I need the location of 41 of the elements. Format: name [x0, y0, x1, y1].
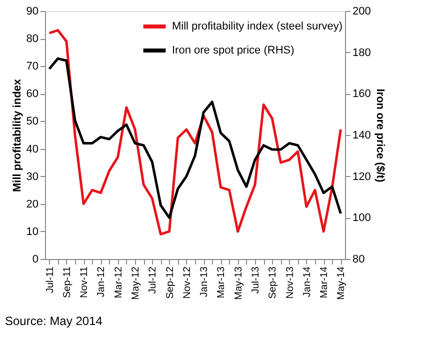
x-tick-label: Nov-11 [79, 266, 90, 298]
legend-label: Iron ore spot price (RHS) [172, 44, 294, 56]
x-tick-label: Jul-12 [148, 266, 159, 294]
y-tick-label: 70 [26, 60, 38, 73]
source-note: Source: May 2014 [5, 314, 103, 328]
y-tick-label: 10 [26, 226, 38, 238]
y-tick-label: 20 [26, 198, 38, 210]
x-tick-label: Jan-12 [96, 266, 108, 298]
line-series [48, 57, 342, 219]
y-tick-label: 80 [26, 33, 38, 46]
y2-tick-label: 100 [352, 212, 371, 224]
x-tick-label: Mar-13 [216, 266, 228, 298]
x-tick-label: Nov-12 [182, 266, 193, 299]
y2-tick-label: 140 [352, 130, 371, 142]
x-tick-label: Sep-12 [164, 266, 176, 299]
legend-label: Mill profitability index (steel survey) [172, 20, 343, 32]
y-tick-label: 0 [32, 254, 38, 266]
x-tick-label: Jan-13 [199, 266, 210, 298]
y2-tick-label: 160 [352, 88, 371, 100]
y-tick-label: 30 [26, 170, 38, 183]
y-axis-title: Mill profitability index [11, 78, 24, 192]
y-tick-label: 90 [26, 6, 38, 18]
x-tick-label: Nov-13 [284, 266, 296, 299]
x-tick-label: Jul-13 [250, 266, 262, 294]
y2-axis-title: Iron ore price ($/t) [374, 88, 386, 183]
y-tick-label: 40 [26, 143, 38, 156]
y-tick-label: 50 [26, 116, 38, 128]
x-tick-label: Mar-12 [113, 266, 124, 298]
x-tick-label: Jul-11 [44, 266, 56, 293]
y2-tick-label: 180 [352, 46, 371, 59]
x-tick-label: Jan-14 [302, 266, 313, 298]
x-tick-label: May-12 [130, 266, 142, 300]
x-tick-label: Mar-14 [319, 266, 330, 298]
y2-tick-label: 80 [352, 254, 365, 266]
x-tick-label: May-13 [233, 266, 244, 300]
y2-tick-label: 120 [352, 170, 371, 183]
x-tick-label: Sep-13 [268, 266, 279, 299]
y-tick-label: 60 [26, 88, 38, 100]
x-tick-label: May-14 [336, 266, 348, 300]
x-tick-label: Sep-11 [62, 266, 73, 298]
y2-tick-label: 200 [352, 6, 371, 18]
